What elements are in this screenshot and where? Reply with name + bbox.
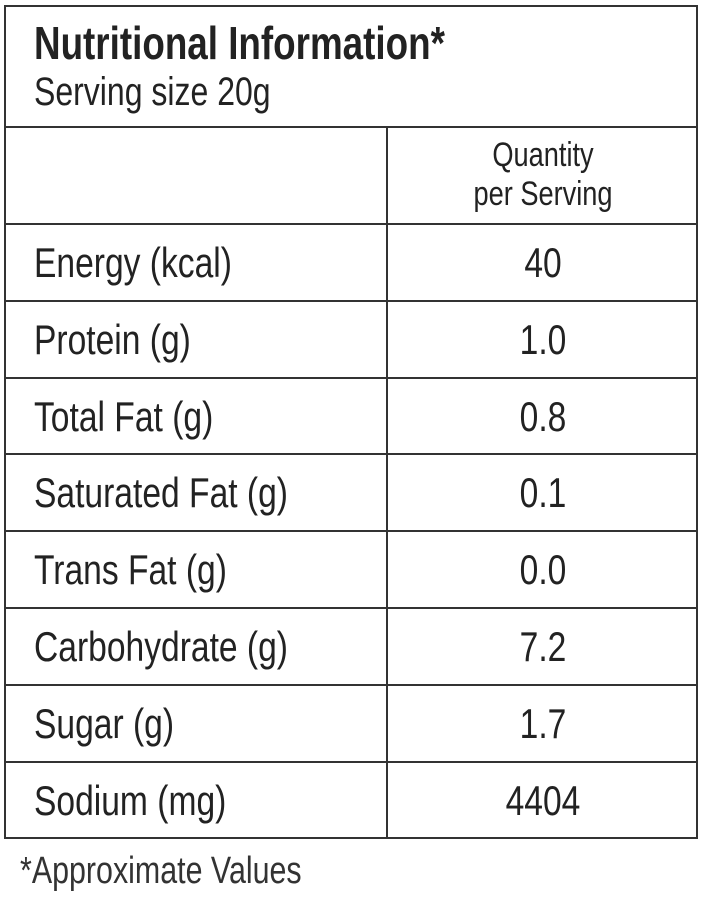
divider [386,126,388,839]
row-divider [4,376,698,379]
row-divider [4,683,698,686]
nutrient-name: Total Fat (g) [34,392,214,440]
nutrient-name: Sugar (g) [34,699,175,747]
label-border [4,5,698,839]
nutrient-name: Sodium (mg) [34,776,227,824]
column-header: Quantity [492,136,594,174]
divider [4,126,698,128]
row-divider [4,453,698,456]
nutrient-value: 0.1 [519,469,567,517]
row-divider [4,607,698,609]
title: Nutritional Information* [34,17,445,69]
nutrient-name: Saturated Fat (g) [34,469,288,517]
column-header: per Serving [473,175,613,213]
row-divider [4,223,698,225]
nutrient-name: Energy (kcal) [34,239,232,286]
footnote: *Approximate Values [20,850,302,892]
subtitle: Serving size 20g [34,70,271,114]
nutrient-value: 0.0 [519,546,567,594]
row-divider [4,530,698,533]
nutrient-value: 1.7 [519,699,567,747]
nutrient-value: 1.0 [519,315,567,363]
nutrient-name: Protein (g) [34,315,191,363]
row-divider [4,299,698,302]
nutrient-value: 7.2 [519,623,567,670]
nutrient-name: Carbohydrate (g) [34,623,288,670]
nutrient-name: Trans Fat (g) [34,546,227,594]
nutrient-value: 40 [524,239,562,286]
row-divider [4,760,698,763]
nutrient-value: 0.8 [519,392,567,440]
nutrient-value: 4404 [505,776,581,824]
